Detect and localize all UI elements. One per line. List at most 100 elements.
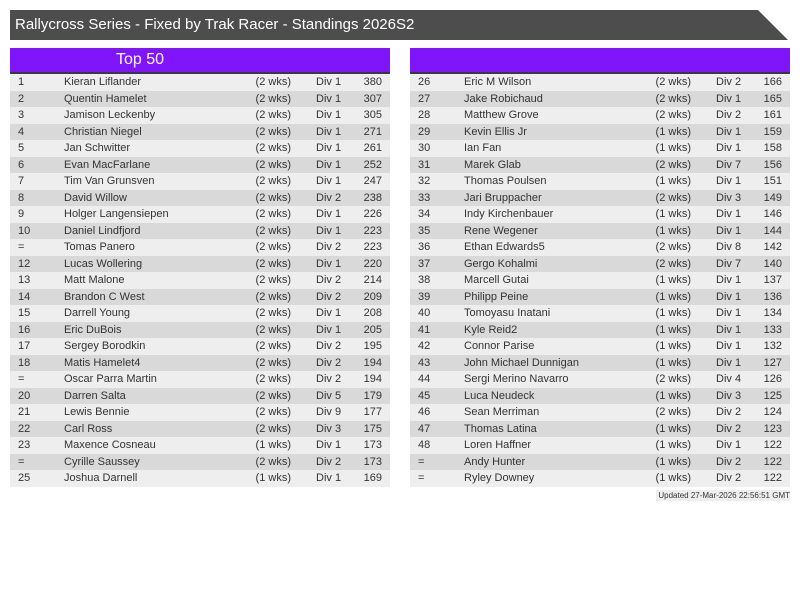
- points: 133: [763, 323, 782, 336]
- weeks: (2 wks): [255, 257, 291, 270]
- driver-name: Evan MacFarlane: [64, 158, 151, 171]
- weeks: (1 wks): [255, 472, 291, 484]
- division: Div 7: [716, 257, 742, 270]
- points: 134: [763, 307, 782, 319]
- weeks: (2 wks): [655, 92, 691, 105]
- panel-heading: Top 50: [115, 51, 165, 68]
- standings-table: 26 Eric M Wilson (2 wks) Div 2 166 27 Jake Rob…: [410, 74, 790, 487]
- division: Div 1: [316, 142, 342, 154]
- weeks: (2 wks): [255, 191, 291, 204]
- rank: 31: [418, 158, 431, 171]
- weeks: (2 wks): [255, 175, 291, 187]
- weeks: (2 wks): [255, 109, 291, 121]
- weeks: (1 wks): [255, 439, 291, 451]
- weeks: (2 wks): [655, 241, 691, 253]
- weeks: (2 wks): [255, 323, 291, 336]
- points: 226: [363, 208, 382, 220]
- weeks: (2 wks): [255, 76, 291, 88]
- standings-table: 1 Kieran Liflander (2 wks) Div 1 380 2 Quentin…: [10, 74, 390, 487]
- rank: 7: [18, 175, 25, 187]
- table-row: 32 Thomas Poulsen (1 wks) Div 1 151: [410, 173, 790, 190]
- driver-name: Daniel Lindfjord: [64, 224, 141, 237]
- driver-name: Thomas Latina: [464, 422, 537, 435]
- rank: 47: [418, 422, 431, 435]
- rank: 41: [418, 323, 431, 336]
- rank: 28: [418, 109, 431, 121]
- weeks: (2 wks): [255, 92, 291, 105]
- standings-panel-left: Top 50 1 Kieran Liflander (2 wks) Div 1 380 2…: [10, 48, 390, 487]
- table-row: 46 Sean Merriman (2 wks) Div 2 124: [410, 404, 790, 421]
- weeks: (1 wks): [655, 290, 691, 303]
- rank: 38: [418, 274, 431, 286]
- driver-name: Rene Wegener: [464, 224, 538, 237]
- driver-name: Thomas Poulsen: [464, 175, 547, 187]
- division: Div 1: [716, 224, 742, 237]
- division: Div 1: [316, 307, 342, 319]
- division: Div 1: [316, 92, 342, 105]
- points: 305: [363, 109, 382, 121]
- driver-name: Kyle Reid2: [464, 323, 518, 336]
- rank: 42: [418, 340, 431, 352]
- division: Div 2: [316, 340, 342, 352]
- division: Div 4: [716, 373, 742, 385]
- division: Div 7: [716, 158, 742, 171]
- rank: 23: [18, 439, 31, 451]
- table-row: 23 Maxence Cosneau (1 wks) Div 1 173: [10, 437, 390, 454]
- rank: 5: [18, 142, 25, 154]
- rank: 35: [418, 224, 431, 237]
- driver-name: Loren Haffner: [464, 439, 532, 451]
- rank: 29: [418, 125, 431, 138]
- rank: =: [18, 455, 25, 468]
- division: Div 2: [316, 356, 342, 369]
- points: 173: [363, 455, 382, 468]
- rank: 15: [18, 307, 31, 319]
- driver-name: Connor Parise: [464, 340, 535, 352]
- points: 140: [763, 257, 782, 270]
- points: 146: [763, 208, 782, 220]
- weeks: (2 wks): [255, 389, 291, 402]
- division: Div 2: [716, 422, 742, 435]
- standings-panel-right: 26 Eric M Wilson (2 wks) Div 2 166 27 Jake Rob…: [410, 48, 790, 487]
- weeks: (1 wks): [655, 455, 691, 468]
- division: Div 2: [316, 373, 342, 385]
- points: 151: [763, 175, 782, 187]
- weeks: (2 wks): [255, 142, 291, 154]
- rank: 22: [18, 422, 31, 435]
- division: Div 1: [716, 356, 742, 369]
- points: 271: [363, 125, 382, 138]
- points: 175: [363, 422, 382, 435]
- points: 137: [763, 274, 782, 286]
- table-row: 6 Evan MacFarlane (2 wks) Div 1 252: [10, 156, 390, 173]
- rank: 34: [418, 208, 431, 220]
- weeks: (1 wks): [655, 125, 691, 138]
- table-row: 33 Jari Bruppacher (2 wks) Div 3 149: [410, 189, 790, 206]
- weeks: (2 wks): [655, 191, 691, 204]
- page-title: Rallycross Series - Fixed by Trak Racer …: [10, 10, 788, 40]
- table-row: 10 Daniel Lindfjord (2 wks) Div 1 223: [10, 222, 390, 239]
- points: 252: [363, 158, 382, 171]
- table-row: 1 Kieran Liflander (2 wks) Div 1 380: [10, 74, 390, 91]
- points: 177: [363, 406, 382, 418]
- points: 159: [763, 125, 782, 138]
- driver-name: Joshua Darnell: [64, 472, 138, 484]
- points: 173: [363, 439, 382, 451]
- division: Div 1: [716, 125, 742, 138]
- table-row: 16 Eric DuBois (2 wks) Div 1 205: [10, 321, 390, 338]
- updated-timestamp: Updated 27-Mar-2026 22:56:51 GMT: [656, 490, 790, 501]
- driver-name: Lucas Wollering: [64, 257, 143, 270]
- weeks: (2 wks): [655, 76, 691, 88]
- driver-name: Sergey Borodkin: [64, 340, 146, 352]
- division: Div 2: [316, 241, 342, 253]
- driver-name: Tomoyasu Inatani: [464, 307, 551, 319]
- rank: 30: [418, 142, 431, 154]
- points: 144: [763, 224, 782, 237]
- weeks: (2 wks): [655, 373, 691, 385]
- driver-name: Jamison Leckenby: [64, 109, 156, 121]
- driver-name: Luca Neudeck: [464, 389, 535, 402]
- division: Div 1: [316, 76, 342, 88]
- driver-name: Matis Hamelet4: [64, 356, 141, 369]
- weeks: (1 wks): [655, 422, 691, 435]
- driver-name: Darren Salta: [64, 389, 126, 402]
- division: Div 3: [716, 191, 742, 204]
- weeks: (2 wks): [255, 241, 291, 253]
